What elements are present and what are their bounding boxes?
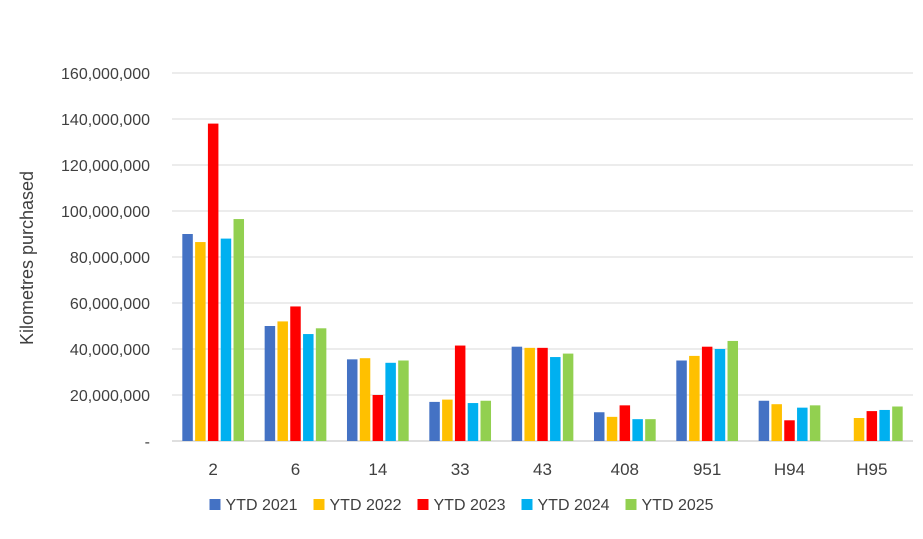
bar — [771, 404, 782, 441]
bar — [593, 412, 605, 441]
bars — [182, 123, 903, 441]
bar — [398, 360, 409, 441]
bar — [714, 349, 726, 441]
bar — [385, 362, 396, 441]
bar — [645, 419, 656, 441]
bar — [207, 123, 219, 441]
bar — [562, 353, 574, 441]
y-tick-label: 40,000,000 — [70, 342, 150, 359]
legend-swatch — [417, 499, 429, 510]
x-tick-label: 408 — [611, 460, 639, 479]
bar — [315, 328, 327, 441]
bar — [233, 219, 245, 441]
legend-label: YTD 2024 — [538, 497, 610, 514]
bar — [346, 359, 358, 441]
bar — [853, 418, 865, 441]
bar — [442, 399, 453, 441]
bar — [892, 406, 903, 441]
bar — [606, 416, 618, 441]
y-axis-ticks: - 20,000,000 40,000,000 60,000,000 80,000,00… — [61, 66, 150, 451]
bar — [701, 346, 713, 441]
bar — [689, 355, 700, 441]
bar — [195, 242, 206, 441]
legend-label: YTD 2021 — [226, 497, 298, 514]
bar — [290, 306, 301, 441]
x-tick-label: 33 — [451, 460, 470, 479]
bar — [264, 326, 276, 441]
bar — [454, 345, 466, 441]
legend-swatch — [625, 499, 637, 510]
bar — [797, 407, 808, 441]
legend-swatch — [521, 499, 533, 510]
y-tick-label: 120,000,000 — [61, 158, 150, 175]
x-tick-label: H95 — [856, 460, 887, 479]
legend-label: YTD 2025 — [642, 497, 714, 514]
bar — [429, 401, 440, 441]
y-tick-label: 20,000,000 — [70, 388, 150, 405]
bar — [372, 395, 384, 441]
legend-swatch — [313, 499, 325, 510]
y-tick-label: 140,000,000 — [61, 112, 150, 129]
bar — [809, 405, 821, 441]
x-tick-label: 14 — [368, 460, 387, 479]
bar — [182, 234, 193, 441]
bar — [727, 340, 739, 441]
bar — [619, 405, 631, 441]
y-tick-label: - — [145, 434, 150, 451]
legend: YTD 2021 YTD 2022 YTD 2023 YTD 2024 YTD 2025 — [209, 497, 714, 514]
bar — [676, 360, 687, 441]
x-tick-label: 43 — [533, 460, 552, 479]
bar — [359, 358, 371, 441]
bar — [467, 403, 479, 441]
bar — [303, 334, 314, 441]
x-tick-label: 951 — [693, 460, 721, 479]
bar — [550, 357, 561, 441]
x-tick-label: 6 — [291, 460, 300, 479]
x-tick-label: H94 — [774, 460, 805, 479]
bar — [480, 400, 492, 441]
bar — [758, 400, 770, 441]
bar — [511, 346, 523, 441]
bar — [784, 420, 795, 441]
legend-label: YTD 2022 — [330, 497, 402, 514]
bar — [866, 411, 878, 441]
bar — [220, 238, 232, 441]
y-axis-label: Kilometres purchased — [17, 171, 37, 345]
bar — [524, 347, 535, 441]
y-tick-label: 60,000,000 — [70, 296, 150, 313]
legend-swatch — [209, 499, 221, 510]
bar — [537, 347, 548, 441]
x-tick-label: 2 — [208, 460, 217, 479]
y-tick-label: 80,000,000 — [70, 250, 150, 267]
bar — [632, 419, 643, 441]
legend-label: YTD 2023 — [434, 497, 506, 514]
bar — [879, 409, 890, 441]
bar — [277, 321, 288, 441]
x-axis-ticks: 2 6 14 33 43 408 951 H94 H95 — [208, 460, 887, 479]
y-tick-label: 160,000,000 — [61, 66, 150, 83]
y-tick-label: 100,000,000 — [61, 204, 150, 221]
